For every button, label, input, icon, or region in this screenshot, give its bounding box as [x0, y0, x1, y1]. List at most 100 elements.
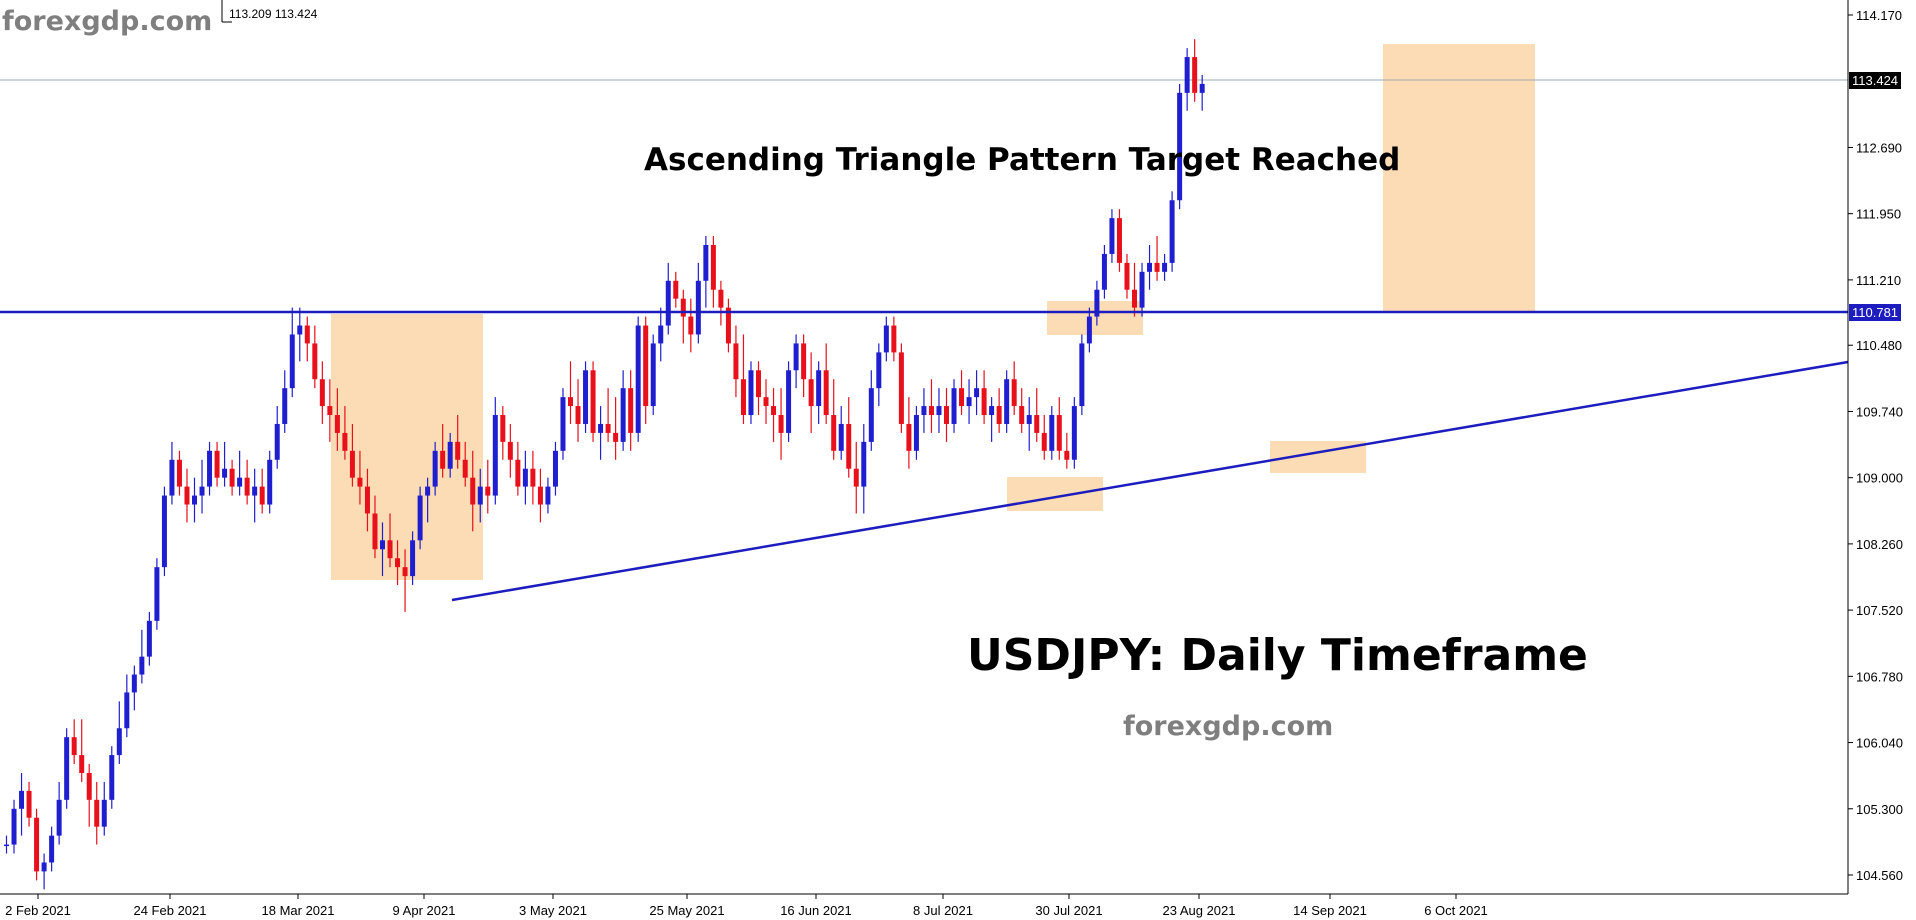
candle: [259, 468, 265, 514]
candle: [1177, 83, 1183, 210]
candle-body: [695, 280, 701, 335]
candle-body: [831, 415, 837, 451]
y-tick-label: 110.480: [1856, 338, 1902, 353]
candle-body: [372, 513, 378, 550]
x-tick-label: 9 Apr 2021: [393, 903, 456, 918]
candle: [921, 388, 927, 433]
candle-body: [1004, 379, 1010, 424]
candle-body: [650, 343, 656, 407]
candle-body: [838, 423, 844, 451]
candle: [756, 361, 761, 416]
candle: [455, 415, 461, 469]
candle: [26, 781, 32, 827]
candle: [906, 397, 912, 469]
candle: [876, 343, 882, 407]
x-tick-label: 6 Oct 2021: [1424, 903, 1488, 918]
candle-body: [176, 459, 182, 487]
candle-body: [334, 415, 340, 433]
candle: [154, 558, 160, 630]
candle-body: [658, 325, 664, 344]
candle-body: [718, 289, 724, 308]
candle-body: [485, 486, 491, 496]
candle-body: [139, 656, 145, 675]
candle-body: [364, 486, 370, 514]
candle: [432, 441, 438, 496]
x-tick-label: 30 Jul 2021: [1035, 903, 1102, 918]
candle-body: [1019, 406, 1025, 424]
candle-body: [64, 737, 70, 800]
candle: [725, 298, 731, 353]
candle: [440, 423, 446, 478]
candle: [492, 397, 498, 505]
candle-body: [1026, 415, 1032, 424]
candle: [1064, 432, 1070, 469]
candle-body: [477, 486, 483, 505]
candle: [124, 674, 130, 738]
candle: [34, 808, 40, 881]
candle-body: [1011, 379, 1017, 407]
candle-body: [1154, 262, 1160, 272]
candle-body: [801, 343, 807, 380]
candle-body: [620, 388, 626, 442]
candle: [237, 450, 243, 496]
candle: [364, 468, 370, 532]
candle: [635, 316, 641, 442]
candle: [1124, 253, 1130, 299]
candle-body: [981, 388, 987, 416]
resistance-tag-bg: [1849, 304, 1901, 321]
candle: [838, 406, 844, 460]
candle-body: [229, 468, 235, 487]
candle: [575, 379, 581, 442]
trendlines: [0, 310, 1849, 602]
candle-body: [71, 737, 77, 756]
x-tick-label: 2 Feb 2021: [5, 903, 71, 918]
candle-body: [131, 674, 137, 693]
candle: [49, 826, 55, 872]
candle: [846, 397, 852, 478]
candle-body: [252, 486, 258, 496]
candle-body: [327, 406, 333, 416]
candle: [703, 236, 709, 308]
candle-body: [1177, 92, 1183, 201]
candle-body: [297, 325, 303, 335]
candle-body: [635, 325, 641, 433]
candle-body: [575, 406, 581, 424]
candle-body: [447, 441, 453, 469]
candle-body: [868, 388, 874, 442]
y-tick-label: 108.260: [1856, 537, 1903, 552]
candle-body: [312, 343, 318, 380]
candle: [1079, 334, 1085, 416]
candle-body: [267, 459, 273, 505]
candle-body: [259, 486, 265, 505]
candle: [410, 531, 416, 586]
candle: [1147, 244, 1153, 290]
x-tick-label: 16 Jun 2021: [780, 903, 852, 918]
candle: [598, 406, 604, 460]
candle: [214, 441, 220, 487]
candle-body: [56, 799, 62, 836]
candle-body: [387, 540, 393, 559]
candle-body: [605, 423, 611, 433]
price-axis: [0, 0, 1849, 895]
candle: [19, 772, 25, 836]
candle-body: [26, 790, 32, 818]
candle-body: [154, 567, 160, 621]
candle: [801, 334, 807, 398]
candle: [568, 361, 573, 424]
candle: [740, 334, 746, 424]
candle: [1169, 191, 1175, 272]
candle-body: [808, 379, 814, 407]
candle: [1199, 74, 1205, 111]
candle-body: [613, 432, 619, 442]
y-tick-label: 111.950: [1856, 207, 1901, 222]
x-tick-label: 24 Feb 2021: [133, 903, 206, 918]
candle-body: [522, 468, 528, 487]
candle: [974, 370, 980, 416]
candle: [545, 477, 551, 514]
x-tick-label: 14 Sep 2021: [1293, 903, 1367, 918]
candle-body: [673, 280, 679, 299]
candle-body: [996, 406, 1002, 424]
candle-body: [590, 370, 596, 433]
x-tick-label: 3 May 2021: [519, 903, 587, 918]
candle-body: [1132, 289, 1137, 308]
